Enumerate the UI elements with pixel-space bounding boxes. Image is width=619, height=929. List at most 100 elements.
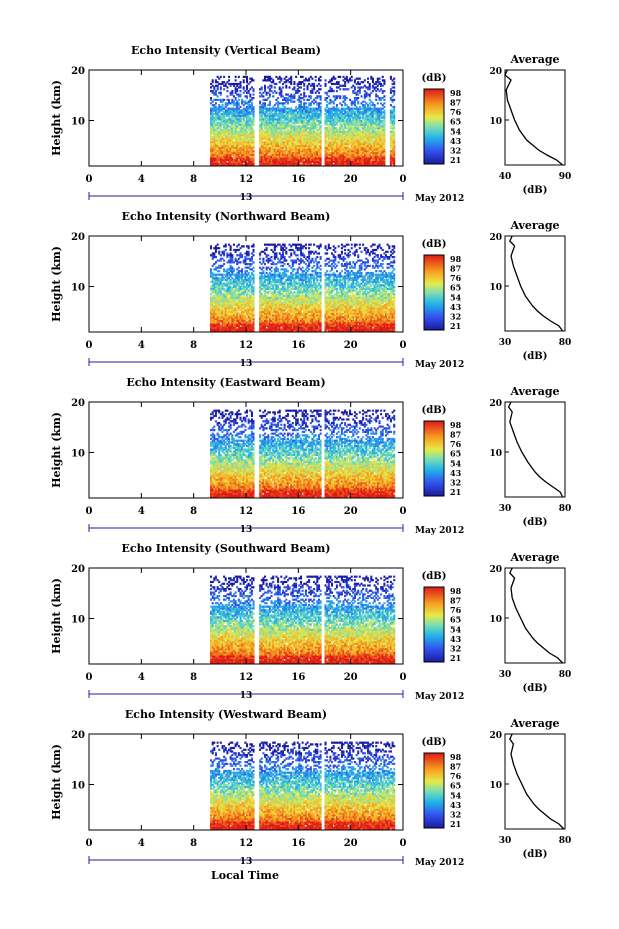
heatmap-cell bbox=[224, 160, 227, 163]
heatmap-cell bbox=[223, 143, 226, 146]
heatmap-cell bbox=[213, 127, 216, 130]
heatmap-cell bbox=[226, 155, 229, 158]
heatmap-cell bbox=[231, 137, 234, 140]
heatmap-cell bbox=[283, 151, 286, 155]
heatmap-cell bbox=[262, 116, 265, 119]
heatmap-cell bbox=[282, 141, 285, 144]
heatmap-cell bbox=[260, 151, 263, 155]
heatmap-cell bbox=[216, 134, 219, 137]
heatmap-cell bbox=[224, 127, 227, 130]
heatmap-cell bbox=[260, 153, 263, 156]
heatmap-cell bbox=[232, 151, 235, 155]
heatmap-cell bbox=[273, 111, 276, 114]
heatmap-cell bbox=[260, 104, 263, 107]
heatmap-cell bbox=[268, 132, 271, 135]
heatmap-cell bbox=[228, 75, 231, 78]
heatmap-cell bbox=[278, 77, 281, 80]
heatmap-cell bbox=[250, 121, 253, 124]
heatmap-cell bbox=[218, 105, 221, 109]
heatmap-cell bbox=[213, 143, 216, 146]
heatmap-cell bbox=[272, 160, 275, 163]
heatmap-cell bbox=[219, 153, 222, 156]
heatmap-cell bbox=[259, 164, 262, 167]
heatmap-cell bbox=[288, 86, 291, 89]
heatmap-cell bbox=[223, 120, 226, 123]
heatmap-cell bbox=[249, 150, 252, 153]
heatmap-cell bbox=[221, 112, 224, 116]
heatmap-cell bbox=[264, 75, 267, 78]
heatmap-cell bbox=[268, 116, 271, 119]
heatmap-cell bbox=[239, 157, 242, 160]
heatmap-cell bbox=[259, 162, 262, 165]
heatmap-cell bbox=[234, 91, 237, 94]
heatmap-cell bbox=[260, 130, 263, 133]
heatmap-cell bbox=[278, 93, 281, 96]
heatmap-cell bbox=[283, 139, 286, 142]
heatmap-cell bbox=[242, 157, 245, 160]
heatmap-cell bbox=[219, 146, 222, 149]
heatmap-cell bbox=[216, 139, 219, 142]
heatmap-cell bbox=[219, 139, 222, 142]
heatmap-cell bbox=[259, 118, 262, 121]
heatmap-cell bbox=[234, 155, 237, 158]
heatmap-cell bbox=[267, 162, 270, 165]
heatmap-cell bbox=[272, 148, 275, 151]
heatmap-cell bbox=[268, 120, 271, 123]
heatmap-cell bbox=[226, 144, 229, 147]
heatmap-cell bbox=[277, 157, 280, 160]
heatmap-cell bbox=[232, 132, 235, 135]
heatmap-cell bbox=[264, 116, 267, 119]
heatmap-cell bbox=[262, 102, 265, 105]
heatmap-cell bbox=[275, 150, 278, 153]
heatmap-cell bbox=[216, 123, 219, 126]
heatmap-cell bbox=[242, 160, 245, 163]
heatmap-cell bbox=[259, 111, 262, 114]
heatmap-cell bbox=[273, 164, 276, 167]
heatmap-cell bbox=[236, 132, 239, 135]
heatmap-cell bbox=[270, 128, 273, 132]
heatmap-cell bbox=[237, 157, 240, 160]
heatmap-cell bbox=[270, 130, 273, 133]
heatmap-cell bbox=[213, 98, 216, 101]
heatmap-cell bbox=[224, 112, 227, 116]
heatmap-cell bbox=[264, 105, 267, 109]
heatmap-cell bbox=[275, 141, 278, 144]
heatmap-cell bbox=[249, 121, 252, 124]
heatmap-cell bbox=[250, 139, 253, 142]
heatmap-cell bbox=[280, 144, 283, 147]
heatmap-cell bbox=[236, 128, 239, 132]
heatmap-cell bbox=[219, 148, 222, 151]
heatmap-cell bbox=[264, 155, 267, 158]
heatmap-cell bbox=[262, 141, 265, 144]
heatmap-cell bbox=[267, 127, 270, 130]
heatmap-cell bbox=[210, 128, 213, 132]
heatmap-cell bbox=[228, 146, 231, 149]
heatmap-cell bbox=[273, 118, 276, 121]
heatmap-cell bbox=[231, 128, 234, 132]
heatmap-cell bbox=[214, 148, 217, 151]
heatmap-cell bbox=[237, 132, 240, 135]
heatmap-cell bbox=[278, 102, 281, 105]
heatmap-cell bbox=[214, 123, 217, 126]
heatmap-cell bbox=[260, 95, 263, 98]
heatmap-cell bbox=[241, 162, 244, 165]
heatmap-cell bbox=[265, 135, 268, 139]
heatmap-cell bbox=[260, 141, 263, 144]
heatmap-cell bbox=[237, 82, 240, 86]
heatmap-cell bbox=[214, 135, 217, 139]
heatmap-cell bbox=[262, 95, 265, 98]
heatmap-cell bbox=[242, 86, 245, 89]
heatmap-cell bbox=[239, 86, 242, 89]
heatmap-cell bbox=[272, 125, 275, 128]
heatmap-cell bbox=[268, 158, 271, 162]
heatmap-cell bbox=[219, 125, 222, 128]
heatmap-cell bbox=[232, 118, 235, 121]
heatmap-cell bbox=[373, 104, 376, 107]
heatmap-cell bbox=[213, 146, 216, 149]
heatmap-cell bbox=[211, 135, 214, 139]
heatmap-cell bbox=[216, 114, 219, 117]
heatmap-cell bbox=[223, 116, 226, 119]
heatmap-cell bbox=[267, 86, 270, 89]
heatmap-cell bbox=[275, 153, 278, 156]
heatmap-cell bbox=[214, 107, 217, 110]
